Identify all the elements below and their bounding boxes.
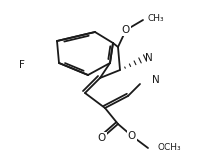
Text: O: O — [122, 25, 130, 35]
Text: O: O — [128, 131, 136, 141]
Text: N: N — [145, 53, 153, 63]
Text: O: O — [98, 133, 106, 143]
Text: F: F — [19, 60, 25, 70]
Text: OCH₃: OCH₃ — [158, 144, 182, 152]
Text: CH₃: CH₃ — [148, 13, 165, 23]
Text: N: N — [152, 75, 160, 85]
